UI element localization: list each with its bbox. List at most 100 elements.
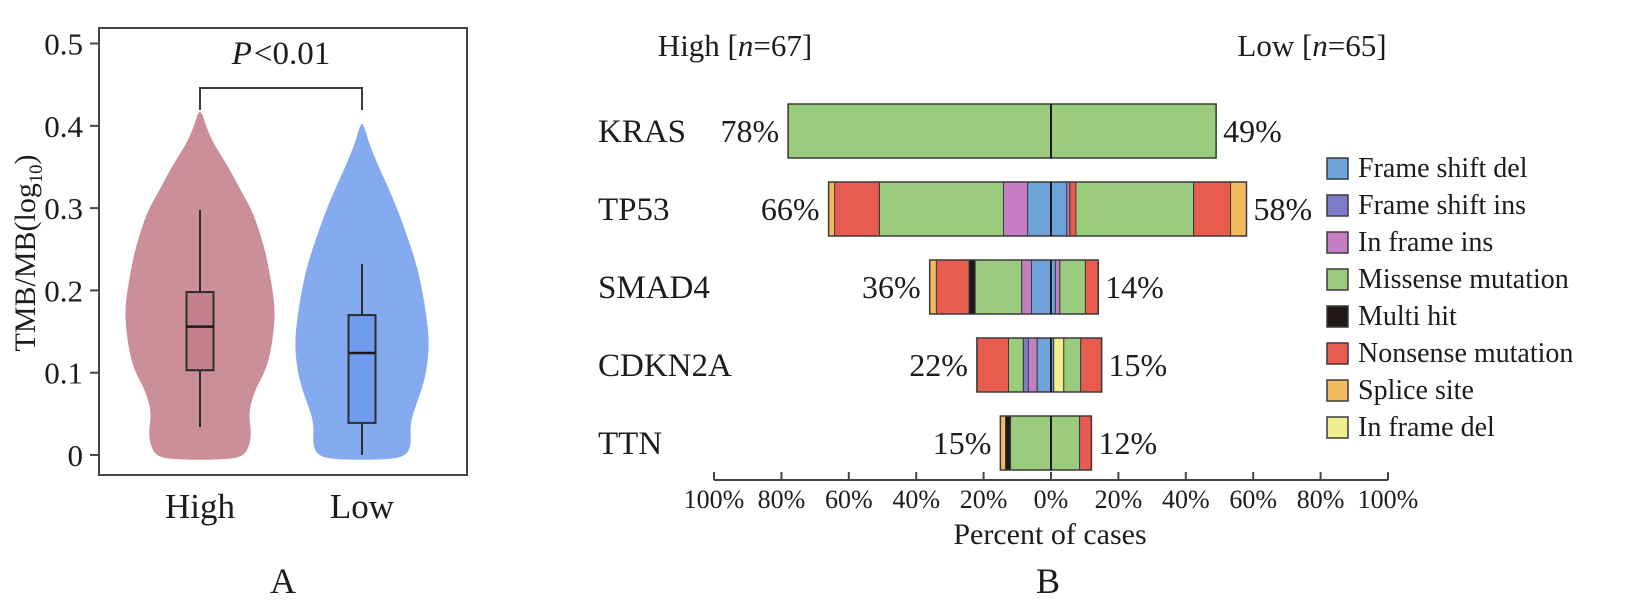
x-axis-tick-label: 60%	[825, 485, 873, 514]
pct-label-low-SMAD4: 14%	[1105, 269, 1164, 305]
legend-label-multi_hit: Multi hit	[1358, 301, 1457, 332]
pct-label-high-CDKN2A: 22%	[909, 347, 968, 383]
bar-outline-TTN	[999, 415, 1093, 471]
bar-segment-TP53-low-nonsense	[1069, 181, 1077, 237]
legend-label-in_frame_ins: In frame ins	[1358, 227, 1493, 258]
x-axis-tick-label: 100%	[684, 485, 745, 514]
y-axis-tick-label: 0.3	[44, 191, 83, 226]
bar-segment-CDKN2A-high-nonsense	[976, 337, 1010, 393]
x-axis-tick-label: 100%	[1358, 485, 1419, 514]
legend-item-missense: Missense mutation	[1326, 264, 1569, 295]
legend-swatch-missense	[1326, 268, 1349, 291]
bar-segment-CDKN2A-high-in_frame_ins	[1027, 337, 1038, 393]
bar-segment-TP53-high-frame_shift_del	[1027, 181, 1052, 237]
bar-segment-TP53-high-nonsense	[834, 181, 880, 237]
panel-a-violin-plot: 0 0.1 0.2 0.3 0.4 0.5 High Low	[44, 27, 468, 526]
legend-item-in_frame_ins: In frame ins	[1326, 227, 1493, 258]
gene-label-SMAD4: SMAD4	[598, 270, 710, 306]
bar-segment-TP53-high-splice	[828, 181, 836, 237]
y-axis-tick-label: 0.1	[44, 356, 83, 391]
bar-outline-CDKN2A	[976, 337, 1103, 393]
y-axis-tick-label: 0.5	[44, 27, 83, 62]
bar-segment-CDKN2A-high-missense	[1008, 337, 1024, 393]
panel-a-label: A	[270, 561, 296, 601]
legend-swatch-frame_shift_del	[1326, 157, 1349, 180]
bar-segment-TP53-low-frame_shift_del	[1050, 181, 1068, 237]
x-axis-title: Percent of cases	[953, 518, 1147, 551]
bar-segment-SMAD4-high-in_frame_ins	[1021, 259, 1033, 315]
bar-outline-SMAD4	[928, 259, 1099, 315]
pct-label-low-KRAS: 49%	[1223, 113, 1282, 149]
bar-segment-TTN-low-missense	[1050, 415, 1081, 471]
p-value-text: <0.01	[253, 36, 331, 72]
legend-label-splice: Splice site	[1358, 375, 1474, 406]
bar-segment-SMAD4-high-missense	[974, 259, 1023, 315]
legend-label-frame_shift_ins: Frame shift ins	[1358, 190, 1526, 221]
legend-label-nonsense: Nonsense mutation	[1358, 338, 1573, 369]
pct-label-low-TP53: 58%	[1253, 191, 1312, 227]
x-category-label: Low	[330, 487, 395, 526]
plot-frame	[98, 27, 468, 476]
gene-label-TTN: TTN	[598, 426, 662, 462]
bar-outline-TP53	[827, 181, 1248, 237]
legend-item-frame_shift_del: Frame shift del	[1326, 153, 1528, 184]
pct-label-high-TP53: 66%	[761, 191, 820, 227]
x-axis-tick-label: 40%	[892, 485, 940, 514]
group-header-high: High [n=67]	[657, 28, 813, 63]
bar-segment-SMAD4-high-multi_hit	[968, 259, 976, 315]
legend-item-in_frame_del: In frame del	[1326, 412, 1495, 443]
bar-segment-TTN-high-missense	[1010, 415, 1052, 471]
box-high	[185, 291, 215, 372]
legend-swatch-in_frame_ins	[1326, 231, 1349, 254]
pct-label-low-TTN: 12%	[1098, 425, 1157, 461]
legend-item-multi_hit: Multi hit	[1326, 301, 1457, 332]
legend-item-nonsense: Nonsense mutation	[1326, 338, 1573, 369]
legend-label-missense: Missense mutation	[1358, 264, 1569, 295]
x-axis-tick-label: 0%	[1034, 485, 1069, 514]
bar-segment-TP53-high-missense	[879, 181, 1004, 237]
p-value-symbol: P	[231, 36, 252, 72]
x-axis-tick-label: 80%	[1297, 485, 1345, 514]
bar-segment-TP53-low-splice	[1230, 181, 1247, 237]
pct-label-high-SMAD4: 36%	[862, 269, 921, 305]
legend-swatch-multi_hit	[1326, 305, 1349, 328]
bar-segment-CDKN2A-low-missense	[1063, 337, 1082, 393]
pct-label-low-CDKN2A: 15%	[1109, 347, 1168, 383]
bar-segment-TTN-low-nonsense	[1079, 415, 1092, 471]
legend-label-frame_shift_del: Frame shift del	[1358, 153, 1528, 184]
bar-segment-CDKN2A-low-in_frame_del	[1053, 337, 1065, 393]
panel-b-label: B	[1035, 561, 1061, 601]
legend-swatch-in_frame_del	[1326, 416, 1349, 439]
bar-segment-CDKN2A-low-nonsense	[1080, 337, 1103, 393]
bar-outline-KRAS	[787, 103, 1217, 159]
gene-label-CDKN2A: CDKN2A	[598, 348, 732, 384]
legend-item-splice: Splice site	[1326, 375, 1474, 406]
bar-segment-CDKN2A-high-frame_shift_del	[1036, 337, 1052, 393]
bar-segment-KRAS-high-missense	[787, 103, 1052, 159]
gene-label-TP53: TP53	[598, 192, 670, 228]
bar-segment-TTN-high-splice	[999, 415, 1006, 471]
x-category-label: High	[165, 487, 236, 526]
legend-swatch-nonsense	[1326, 342, 1349, 365]
x-axis-tick-label: 80%	[758, 485, 806, 514]
box-low	[347, 314, 377, 424]
bar-segment-SMAD4-high-splice	[929, 259, 937, 315]
x-axis-tick-label: 40%	[1162, 485, 1210, 514]
bar-segment-TP53-high-in_frame_ins	[1003, 181, 1029, 237]
pct-label-high-KRAS: 78%	[720, 113, 779, 149]
bar-segment-TP53-low-missense	[1075, 181, 1195, 237]
bar-segment-KRAS-low-missense	[1050, 103, 1217, 159]
bar-segment-SMAD4-high-frame_shift_del	[1031, 259, 1052, 315]
y-axis-tick-label: 0	[68, 438, 84, 473]
legend-item-frame_shift_ins: Frame shift ins	[1326, 190, 1526, 221]
panel-b-mutation-cobarplot: KRAS 78% 49% TP53 66% 58% SMAD4 36% 14% CDKN2A 22%…	[598, 103, 1573, 514]
gene-label-KRAS: KRAS	[598, 114, 686, 150]
legend-label-in_frame_del: In frame del	[1358, 412, 1495, 443]
p-value-annotation: P<0.01	[232, 36, 331, 73]
legend-swatch-splice	[1326, 379, 1349, 402]
bar-segment-SMAD4-low-in_frame_ins	[1054, 259, 1061, 315]
y-axis-title: TMB/MB(log10)	[9, 154, 47, 352]
bar-segment-TP53-low-in_frame_ins	[1066, 181, 1071, 237]
bar-segment-SMAD4-low-nonsense	[1084, 259, 1099, 315]
